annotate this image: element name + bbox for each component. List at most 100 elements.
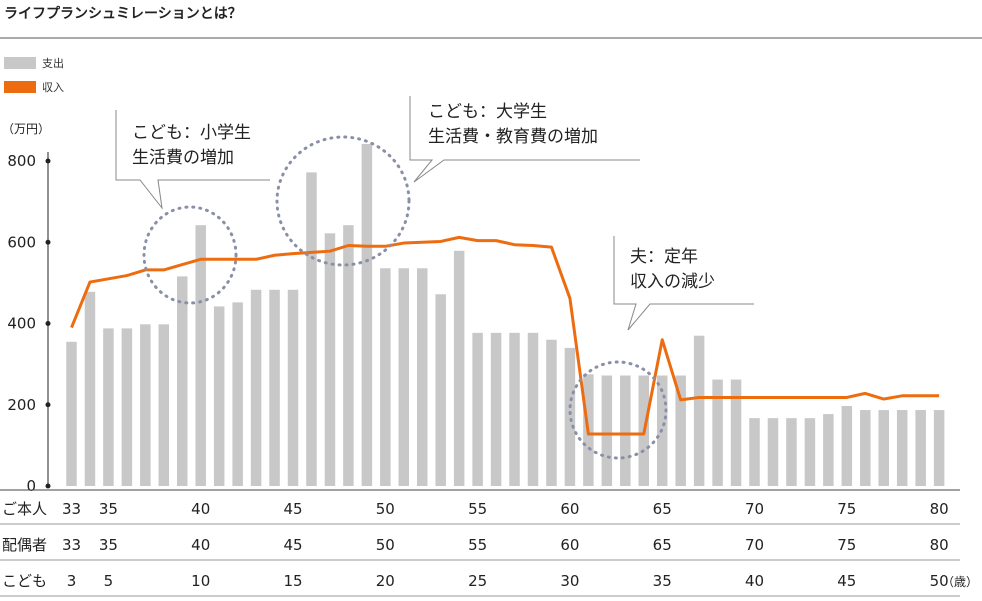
row-0-tick-80: 80	[930, 500, 949, 518]
row-2-tick-40: 40	[745, 572, 764, 590]
expense-bar-age-36	[121, 328, 133, 487]
expense-bar-age-73	[804, 418, 816, 486]
expense-bar-age-69	[730, 379, 742, 486]
expense-bar-age-72	[786, 418, 797, 486]
callout-elementary-line2: 生活費の増加	[132, 148, 234, 168]
row-0-tick-65: 65	[653, 500, 672, 518]
row-2-tick-30: 30	[560, 572, 579, 590]
row-2-tick-35: 35	[653, 572, 672, 590]
row-label-2: こども	[2, 572, 47, 590]
callout-university-line1: こども：大学生	[428, 102, 547, 122]
expense-bar-age-34	[84, 291, 96, 486]
callout-retirement-line1: 夫：定年	[630, 247, 698, 267]
expense-bar-age-33	[66, 341, 77, 486]
expense-bar-age-78	[896, 410, 908, 486]
expense-bar-age-53	[435, 294, 446, 486]
expense-bar-age-76	[860, 410, 871, 486]
expense-bar-age-77	[878, 410, 889, 486]
row-1-tick-65: 65	[653, 536, 672, 554]
row-0-tick-40: 40	[191, 500, 210, 518]
row-0-tick-33: 33	[62, 500, 81, 518]
y-tick-label-600: 600	[7, 233, 36, 251]
chart-title: ライフプランシュミレーションとは？	[4, 6, 242, 22]
expense-bar-age-38	[158, 324, 170, 486]
expense-bar-age-66	[675, 375, 686, 486]
row-2-tick-50: 50	[930, 572, 949, 590]
expense-bar-age-48	[343, 225, 354, 486]
callout-retirement: 夫：定年 収入の減少	[613, 236, 754, 331]
expense-bar-age-60	[564, 347, 576, 487]
highlight-university	[275, 135, 411, 267]
expense-bar-age-44	[269, 289, 280, 486]
expense-bar-age-67	[693, 335, 705, 486]
y-tick-dot-200	[45, 402, 51, 408]
legend: 支出 収入	[4, 56, 64, 94]
expense-bar-age-56	[490, 332, 502, 486]
row-1-tick-70: 70	[745, 536, 764, 554]
expense-bar-age-54	[453, 250, 465, 486]
expense-bar-age-58	[527, 332, 539, 486]
row-1-tick-60: 60	[560, 536, 579, 554]
expense-bar-age-51	[398, 268, 410, 486]
highlight-circles	[142, 135, 668, 460]
row-label-1: 配偶者	[2, 536, 47, 554]
expense-bar-age-50	[380, 268, 391, 486]
legend-label-expense: 支出	[42, 56, 64, 70]
expense-bar-age-70	[749, 418, 760, 486]
expense-bar-age-41	[213, 306, 225, 486]
y-tick-dot-800	[45, 158, 51, 164]
expense-bar-age-79	[915, 410, 926, 486]
row-label-0: ご本人	[2, 500, 47, 518]
expense-bar-age-63	[620, 375, 631, 486]
expense-bar-age-42	[232, 302, 243, 487]
row-2-tick-25: 25	[468, 572, 487, 590]
y-tick-label-400: 400	[7, 315, 36, 333]
row-1-tick-55: 55	[468, 536, 487, 554]
row-0-tick-60: 60	[560, 500, 579, 518]
y-tick-label-800: 800	[7, 152, 36, 170]
expense-bar-age-55	[472, 332, 483, 486]
row-0-tick-55: 55	[468, 500, 487, 518]
row-0-tick-45: 45	[283, 500, 302, 518]
row-2-tick-15: 15	[283, 572, 302, 590]
row-2-tick-10: 10	[191, 572, 210, 590]
expense-bar-age-75	[841, 405, 853, 486]
expense-bar-age-80	[933, 410, 945, 486]
row-0-tick-50: 50	[376, 500, 395, 518]
expense-bar-age-49	[361, 143, 373, 486]
y-tick-label-0: 0	[26, 477, 36, 495]
row-1-tick-80: 80	[930, 536, 949, 554]
expense-bar-age-43	[250, 289, 262, 486]
row-1-tick-35: 35	[99, 536, 118, 554]
expense-bar-age-35	[103, 328, 114, 487]
expense-bar-age-74	[823, 414, 834, 486]
expense-bar-age-68	[712, 379, 723, 486]
row-1-tick-40: 40	[191, 536, 210, 554]
y-tick-dot-400	[45, 321, 51, 326]
legend-swatch-expense	[4, 57, 36, 69]
income-line	[70, 235, 940, 436]
callout-university-line2: 生活費・教育費の増加	[428, 127, 598, 147]
row-2-tick-5: 5	[104, 572, 114, 590]
callout-elementary: こども：小学生 生活費の増加	[115, 110, 270, 210]
highlight-retirement	[568, 360, 668, 460]
expense-bar-age-46	[306, 172, 317, 487]
expense-bar-age-62	[601, 375, 613, 486]
expense-bar-age-47	[324, 233, 336, 486]
expense-bar-age-71	[767, 418, 779, 486]
row-2-tick-3: 3	[67, 572, 77, 590]
callout-retirement-line2: 収入の減少	[630, 272, 715, 292]
row-0-tick-35: 35	[99, 500, 118, 518]
y-axis-ticks: 0 200 400 600 800	[7, 152, 51, 495]
expense-bar-age-37	[140, 324, 151, 486]
row-1-tick-75: 75	[837, 536, 856, 554]
expense-bar-age-57	[509, 332, 520, 486]
row-0-tick-70: 70	[745, 500, 764, 518]
row-1-tick-45: 45	[283, 536, 302, 554]
expense-bar-age-52	[416, 268, 428, 486]
y-axis-unit: （万円）	[2, 122, 50, 136]
row-1-tick-33: 33	[62, 536, 81, 554]
callout-university: こども：大学生 生活費・教育費の増加	[409, 96, 640, 183]
expense-bars	[66, 143, 945, 487]
